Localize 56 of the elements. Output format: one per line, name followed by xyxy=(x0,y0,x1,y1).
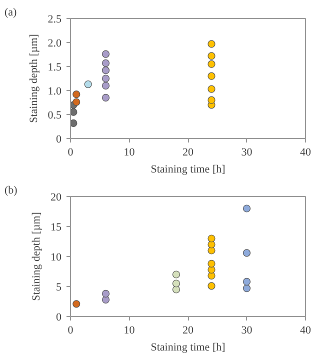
x-tick-label: 30 xyxy=(241,146,253,158)
point xyxy=(84,80,92,88)
y-tick-label: 0 xyxy=(56,312,62,324)
point xyxy=(208,85,216,93)
y-tick-label: 20 xyxy=(50,192,62,204)
point xyxy=(208,72,216,80)
y-tick-label: 1.5 xyxy=(48,62,62,74)
x-tick-label: 20 xyxy=(182,146,194,158)
x-tick-label: 20 xyxy=(182,324,194,336)
point xyxy=(208,282,216,290)
point xyxy=(208,40,216,48)
y-tick-label: 2.0 xyxy=(48,38,62,50)
text: (b) xyxy=(4,184,18,196)
y-axis-title: Staining depth [µm] xyxy=(30,212,42,301)
point xyxy=(102,66,110,74)
point xyxy=(102,59,110,67)
point xyxy=(242,278,251,286)
point xyxy=(208,96,216,104)
point xyxy=(102,50,110,58)
x-tick-label: 40 xyxy=(300,146,312,158)
point xyxy=(70,108,78,116)
y-tick-label: 1.0 xyxy=(48,86,62,98)
point xyxy=(172,280,180,288)
y-tick-label: 10 xyxy=(50,252,62,264)
y-tick-label: 0 xyxy=(56,134,62,146)
point xyxy=(208,60,216,68)
point xyxy=(102,94,110,102)
point xyxy=(208,52,216,60)
y-tick-label: 2.5 xyxy=(48,14,62,26)
point xyxy=(72,98,80,106)
x-tick-label: 40 xyxy=(300,324,312,336)
point xyxy=(102,82,110,90)
x-tick-label: 10 xyxy=(124,324,136,336)
x-tick-label: 10 xyxy=(124,146,136,158)
point xyxy=(208,260,216,268)
point xyxy=(72,300,80,308)
point xyxy=(102,290,110,298)
point xyxy=(172,286,180,294)
x-tick-label: 0 xyxy=(68,146,74,158)
point xyxy=(70,119,78,127)
x-axis-title: Staining time [h] xyxy=(150,164,226,176)
point xyxy=(102,74,110,82)
point xyxy=(242,284,251,292)
point xyxy=(242,249,251,257)
x-tick-label: 30 xyxy=(241,324,253,336)
y-tick-label: 0.5 xyxy=(48,110,62,122)
y-tick-label: 5 xyxy=(56,282,62,294)
x-tick-label: 0 xyxy=(68,324,74,336)
point xyxy=(72,90,80,98)
text: (a) xyxy=(4,6,18,18)
point xyxy=(172,270,180,278)
y-axis-title: Staining depth [µm] xyxy=(28,34,40,123)
point xyxy=(208,234,216,242)
x-axis-title: Staining time [h] xyxy=(150,342,226,354)
point xyxy=(242,204,251,212)
y-tick-label: 15 xyxy=(50,222,62,234)
